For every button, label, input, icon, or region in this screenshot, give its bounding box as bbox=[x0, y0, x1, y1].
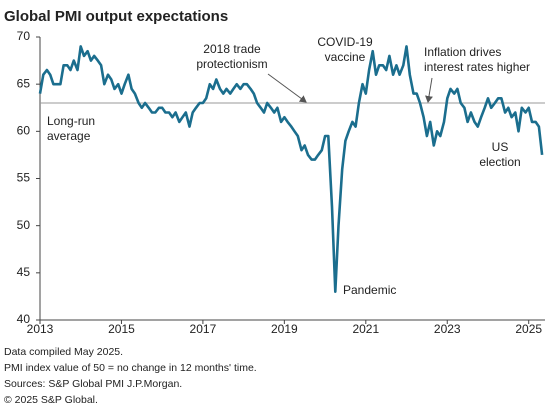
x-tick-label: 2021 bbox=[352, 322, 379, 336]
arrow bbox=[425, 77, 433, 103]
x-tick-label: 2019 bbox=[271, 322, 298, 336]
data-line bbox=[38, 45, 544, 293]
x-tick-label: 2013 bbox=[27, 322, 54, 336]
annotation: election bbox=[479, 155, 520, 169]
annotation: Long-run bbox=[47, 114, 95, 128]
annotation: interest rates higher bbox=[424, 60, 530, 74]
footnote: Data compiled May 2025. bbox=[4, 346, 123, 358]
y-tick-label: 65 bbox=[17, 76, 31, 90]
annotation: 2018 trade bbox=[203, 42, 261, 56]
footnote: Sources: S&P Global PMI J.P.Morgan. bbox=[4, 378, 182, 390]
footnote: PMI index value of 50 = no change in 12 … bbox=[4, 362, 257, 374]
x-tick-label: 2015 bbox=[108, 322, 135, 336]
x-tick-label: 2017 bbox=[190, 322, 217, 336]
footnote: © 2025 S&P Global. bbox=[4, 394, 98, 406]
x-tick-label: 2025 bbox=[515, 322, 542, 336]
chart-title: Global PMI output expectations bbox=[4, 8, 228, 25]
y-tick-label: 55 bbox=[17, 171, 31, 185]
y-tick-label: 40 bbox=[17, 312, 31, 326]
annotation: vaccine bbox=[325, 50, 366, 64]
annotation: Inflation drives bbox=[424, 45, 501, 59]
annotation: protectionism bbox=[196, 57, 267, 71]
annotation: Pandemic bbox=[343, 283, 396, 297]
annotation: COVID-19 bbox=[317, 35, 373, 49]
annotation: US bbox=[492, 140, 509, 154]
annotation: average bbox=[47, 129, 91, 143]
x-tick-label: 2023 bbox=[434, 322, 461, 336]
y-tick-label: 60 bbox=[17, 124, 31, 138]
arrow bbox=[267, 73, 307, 103]
y-tick-label: 45 bbox=[17, 265, 31, 279]
y-tick-label: 50 bbox=[17, 218, 31, 232]
y-tick-label: 70 bbox=[17, 29, 31, 43]
